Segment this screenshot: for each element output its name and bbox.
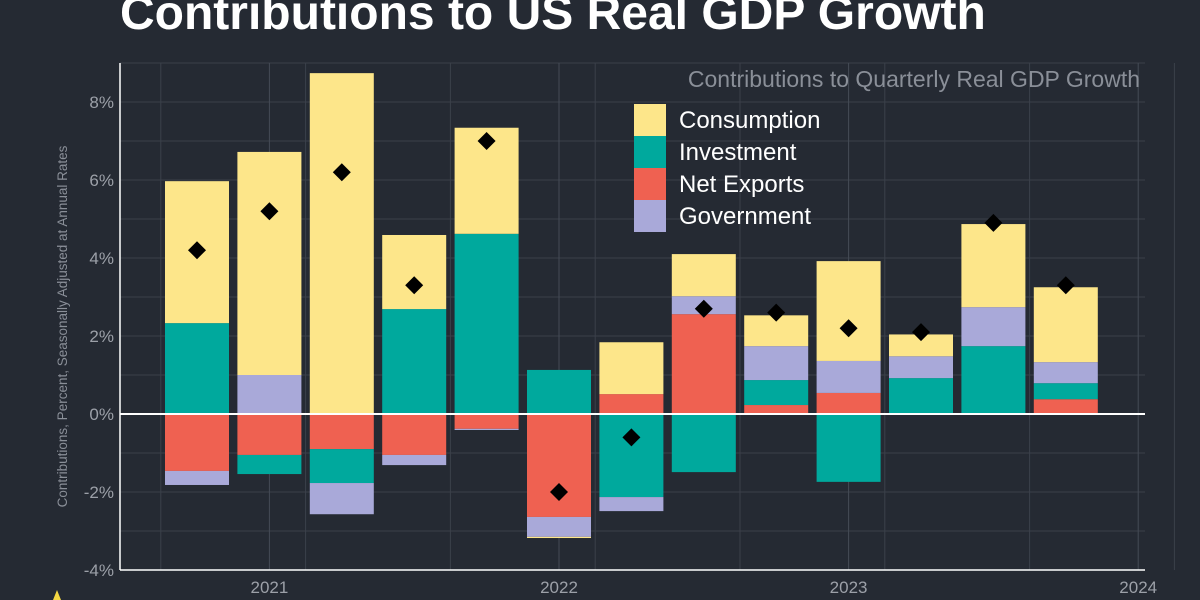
gdp-growth-marker: [912, 323, 930, 342]
logo-icon: [53, 590, 61, 600]
bar-segment-consumption: [816, 261, 881, 361]
legend-label: Government: [679, 203, 811, 230]
bar-segment-investment: [671, 414, 736, 473]
bar-segment-investment: [816, 414, 881, 482]
gdp-growth-marker: [188, 241, 206, 260]
gdp-growth-marker: [694, 299, 713, 318]
bar-segment-net-exports: [237, 414, 302, 455]
bar-segment-consumption: [309, 73, 374, 414]
gdp-growth-marker: [260, 202, 279, 221]
y-tick-label: 8%: [89, 93, 114, 112]
legend-swatch-investment: [634, 136, 666, 168]
bar-segment-government: [889, 356, 953, 379]
bar-segment-government: [382, 454, 447, 466]
bar-segment-consumption: [237, 151, 302, 375]
bar-segment-government: [165, 470, 229, 485]
bar-segment-investment: [237, 454, 302, 475]
bar-segment-government: [527, 516, 591, 537]
y-tick-label: -2%: [84, 483, 114, 502]
bar-segment-government: [309, 483, 374, 515]
bar-segment-investment: [1033, 383, 1098, 400]
bar-segment-net-exports: [744, 405, 809, 414]
bar-segment-investment: [454, 233, 519, 414]
bar-segment-net-exports: [382, 414, 447, 455]
gdp-growth-marker: [477, 132, 496, 150]
y-tick-label: 4%: [89, 249, 114, 268]
bar-segment-net-exports: [165, 414, 229, 471]
bar-segment-investment: [889, 378, 953, 414]
y-tick-label: 2%: [89, 327, 114, 346]
x-tick-label: 2023: [830, 578, 868, 597]
gdp-growth-marker: [405, 276, 424, 295]
bar-segment-government: [961, 307, 1026, 347]
bar-segment-investment: [382, 309, 447, 414]
bar-segment-consumption: [961, 224, 1026, 308]
bar-segment-consumption: [889, 334, 953, 357]
gdp-growth-marker: [332, 163, 351, 182]
y-tick-label: 0%: [89, 405, 114, 424]
bar-segment-net-exports: [671, 314, 736, 414]
bar-segment-government: [744, 346, 809, 381]
bar-segment-investment: [961, 346, 1026, 414]
bar-segment-net-exports: [599, 394, 664, 414]
bar-segment-government: [454, 428, 519, 430]
bar-segment-net-exports: [1033, 399, 1098, 414]
gdp-growth-marker: [550, 483, 568, 501]
bar-segment-consumption: [599, 342, 664, 395]
bar-segment-net-exports: [454, 414, 519, 429]
x-tick-label: 2024: [1119, 578, 1157, 597]
bar-segment-investment: [599, 414, 664, 498]
legend-label: Net Exports: [679, 171, 804, 198]
legend-swatch-consumption: [634, 104, 666, 136]
chart-title: Contributions to US Real GDP Growth: [120, 0, 986, 40]
bar-segment-investment: [744, 380, 809, 406]
bar-segment-net-exports: [527, 414, 591, 517]
y-tick-label: -4%: [84, 561, 114, 580]
bar-segment-net-exports: [309, 414, 374, 450]
legend-swatch-net-exports: [634, 168, 666, 200]
y-tick-label: 6%: [89, 171, 114, 190]
bar-segment-government: [816, 360, 881, 393]
bar-segment-consumption: [671, 254, 736, 297]
y-axis-label: Contributions, Percent, Seasonally Adjus…: [55, 145, 70, 507]
x-tick-label: 2022: [540, 578, 578, 597]
bar-segment-net-exports: [816, 392, 881, 414]
gdp-growth-marker: [1056, 276, 1075, 295]
bar-segment-consumption: [382, 234, 447, 310]
gdp-growth-marker: [839, 319, 858, 338]
bar-segment-investment: [527, 369, 591, 414]
bar-segment-investment: [309, 449, 374, 484]
legend-title: Contributions to Quarterly Real GDP Grow…: [688, 66, 1140, 92]
x-tick-label: 2021: [250, 578, 288, 597]
gdp-growth-marker: [622, 428, 641, 447]
bar-segment-investment: [165, 323, 229, 414]
legend-swatch-government: [634, 200, 666, 232]
gdp-growth-marker: [767, 303, 786, 322]
bar-segment-government: [237, 375, 302, 414]
bar-segment-consumption: [527, 536, 591, 539]
bar-segment-consumption: [1033, 287, 1098, 363]
legend-label: Consumption: [679, 107, 820, 134]
legend-label: Investment: [679, 139, 797, 166]
bar-segment-government: [1033, 362, 1098, 384]
gdp-growth-marker: [984, 213, 1003, 232]
bar-segment-government: [599, 497, 664, 512]
